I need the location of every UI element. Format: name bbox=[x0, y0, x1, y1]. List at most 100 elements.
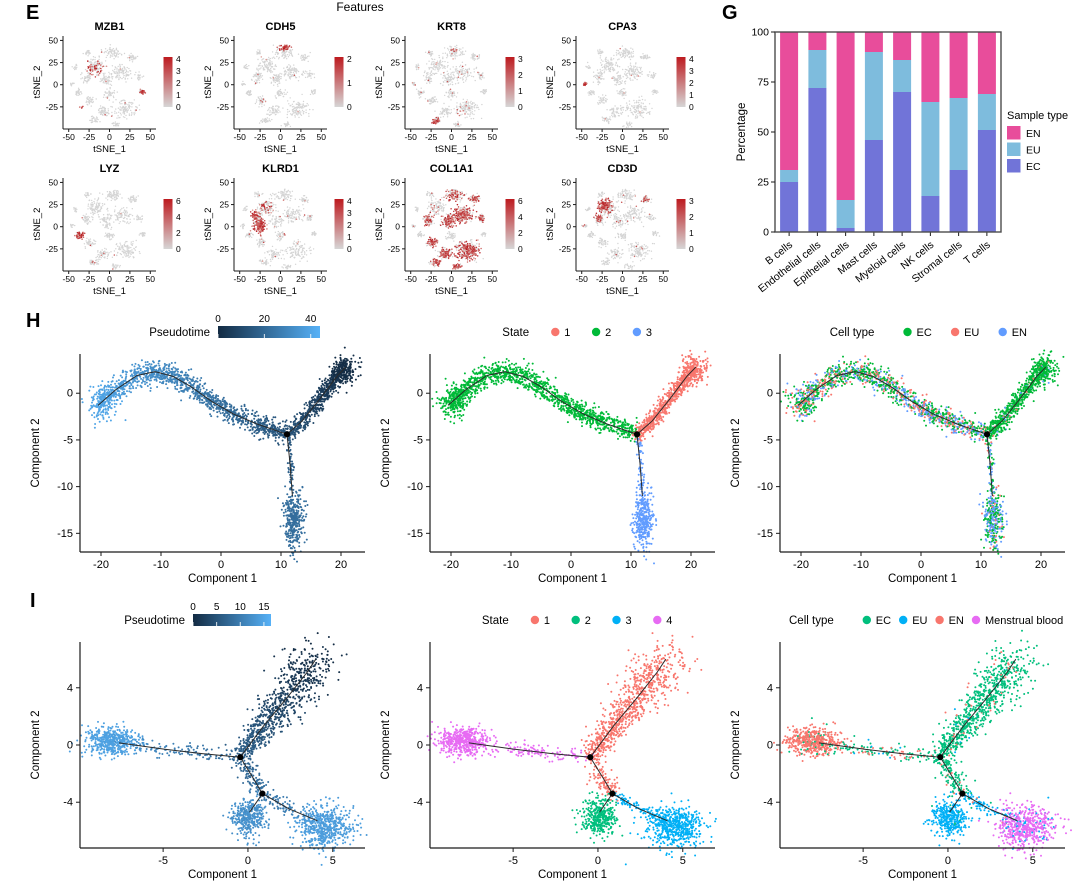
legend-swatch-en bbox=[1007, 126, 1021, 140]
svg-text:0: 0 bbox=[395, 80, 400, 90]
svg-text:25: 25 bbox=[296, 132, 306, 142]
svg-text:50: 50 bbox=[317, 132, 327, 142]
svg-text:1: 1 bbox=[347, 78, 352, 88]
bar-segment bbox=[780, 170, 799, 182]
svg-text:4: 4 bbox=[176, 54, 181, 64]
bar-segment bbox=[921, 196, 940, 232]
trajectory-backbone bbox=[599, 793, 613, 813]
panel-g-chart: B cells Endothelial cells Epithelial cells… bbox=[733, 14, 1080, 319]
bar-segment bbox=[977, 94, 996, 130]
trajectory-backbone bbox=[818, 742, 941, 758]
bar-segment bbox=[864, 32, 883, 52]
svg-text:-25: -25 bbox=[83, 274, 96, 284]
panel-label-i: I bbox=[30, 590, 36, 613]
bar-segment bbox=[949, 32, 968, 98]
svg-text:50: 50 bbox=[49, 177, 59, 187]
svg-text:KRT8: KRT8 bbox=[437, 21, 466, 33]
bar-segment bbox=[808, 50, 827, 88]
trajectory-backbone bbox=[939, 658, 1017, 758]
svg-text:LYZ: LYZ bbox=[100, 163, 120, 175]
branch-node bbox=[937, 754, 944, 761]
svg-text:50: 50 bbox=[562, 35, 572, 45]
bar-segment bbox=[836, 32, 855, 200]
svg-text:-25: -25 bbox=[46, 102, 59, 112]
legend-dot-2 bbox=[591, 327, 601, 337]
svg-text:0: 0 bbox=[449, 132, 454, 142]
branch-node bbox=[259, 790, 266, 797]
trajectory-backbone bbox=[986, 434, 993, 497]
svg-text:50: 50 bbox=[49, 35, 59, 45]
bar-segment bbox=[893, 32, 912, 60]
trajectory-backbone bbox=[286, 434, 293, 497]
svg-text:-25: -25 bbox=[217, 102, 230, 112]
panel-label-h: H bbox=[26, 310, 40, 333]
branch-node bbox=[959, 790, 966, 797]
svg-text:0: 0 bbox=[53, 222, 58, 232]
trajectory-backbone bbox=[636, 434, 643, 497]
svg-text:50: 50 bbox=[220, 35, 230, 45]
bar-segment bbox=[893, 60, 912, 92]
svg-text:25: 25 bbox=[125, 132, 135, 142]
bar-segment bbox=[949, 170, 968, 232]
trajectory-backbone bbox=[636, 366, 697, 435]
panel-label-e: E bbox=[26, 2, 39, 25]
branch-node bbox=[633, 431, 641, 438]
bar-segment bbox=[836, 228, 855, 232]
svg-text:-50: -50 bbox=[234, 132, 247, 142]
branch-node bbox=[609, 790, 616, 797]
svg-text:25: 25 bbox=[220, 58, 230, 68]
svg-text:-50: -50 bbox=[63, 274, 76, 284]
bar-segment bbox=[921, 32, 940, 102]
svg-text:0: 0 bbox=[176, 102, 181, 112]
bar-segment bbox=[808, 88, 827, 232]
svg-text:-25: -25 bbox=[596, 132, 609, 142]
svg-text:CDH5: CDH5 bbox=[266, 21, 296, 33]
bar-segment bbox=[893, 92, 912, 232]
legend-dot-4 bbox=[653, 615, 662, 625]
bar-segment bbox=[780, 32, 799, 170]
svg-text:4: 4 bbox=[689, 54, 694, 64]
trajectory-backbone bbox=[286, 366, 347, 435]
feature-plot-krt8: KRT8 50 25 0 -25 -50 -25 0 25 50 tSNE_1 tSNE_2 3 2 1 0 bbox=[374, 21, 523, 155]
trajectory-backbone bbox=[612, 793, 668, 822]
svg-text:tSNE_1: tSNE_1 bbox=[435, 144, 468, 155]
svg-text:25: 25 bbox=[49, 58, 59, 68]
legend-dot-ec bbox=[903, 327, 912, 337]
svg-text:2: 2 bbox=[176, 228, 181, 238]
svg-text:2: 2 bbox=[347, 54, 352, 64]
legend-dot-eu bbox=[950, 327, 960, 337]
branch-node bbox=[587, 754, 594, 761]
trajectory-backbone bbox=[262, 793, 318, 822]
legend-dot-en bbox=[998, 327, 1007, 337]
svg-text:0: 0 bbox=[176, 244, 181, 254]
svg-text:2: 2 bbox=[518, 70, 523, 80]
svg-text:0: 0 bbox=[107, 132, 112, 142]
legend-swatch-ec bbox=[1007, 159, 1021, 173]
trajectory-backbone bbox=[797, 371, 988, 435]
svg-text:0: 0 bbox=[566, 80, 571, 90]
svg-text:25: 25 bbox=[638, 132, 648, 142]
legend-dot-1 bbox=[530, 615, 540, 625]
svg-text:tSNE_2: tSNE_2 bbox=[545, 66, 556, 99]
svg-text:50: 50 bbox=[146, 274, 156, 284]
svg-text:tSNE_1: tSNE_1 bbox=[93, 144, 126, 155]
svg-text:-25: -25 bbox=[388, 102, 401, 112]
branch-node bbox=[283, 431, 291, 438]
trajectory-backbone bbox=[239, 658, 317, 758]
bar-segment bbox=[977, 32, 996, 94]
svg-text:0: 0 bbox=[107, 274, 112, 284]
bar-segment bbox=[864, 52, 883, 140]
panel-h-row: Pseudotime 0 20 40 0 -5 -10 -15 -20 -10 0 10 20 Compo… bbox=[0, 312, 1080, 590]
svg-text:-25: -25 bbox=[46, 244, 59, 254]
svg-text:25: 25 bbox=[49, 200, 59, 210]
trajectory-backbone bbox=[589, 756, 613, 794]
svg-text:0: 0 bbox=[689, 102, 694, 112]
pseudotime-colorbar bbox=[193, 614, 271, 626]
svg-text:tSNE_2: tSNE_2 bbox=[32, 208, 43, 241]
